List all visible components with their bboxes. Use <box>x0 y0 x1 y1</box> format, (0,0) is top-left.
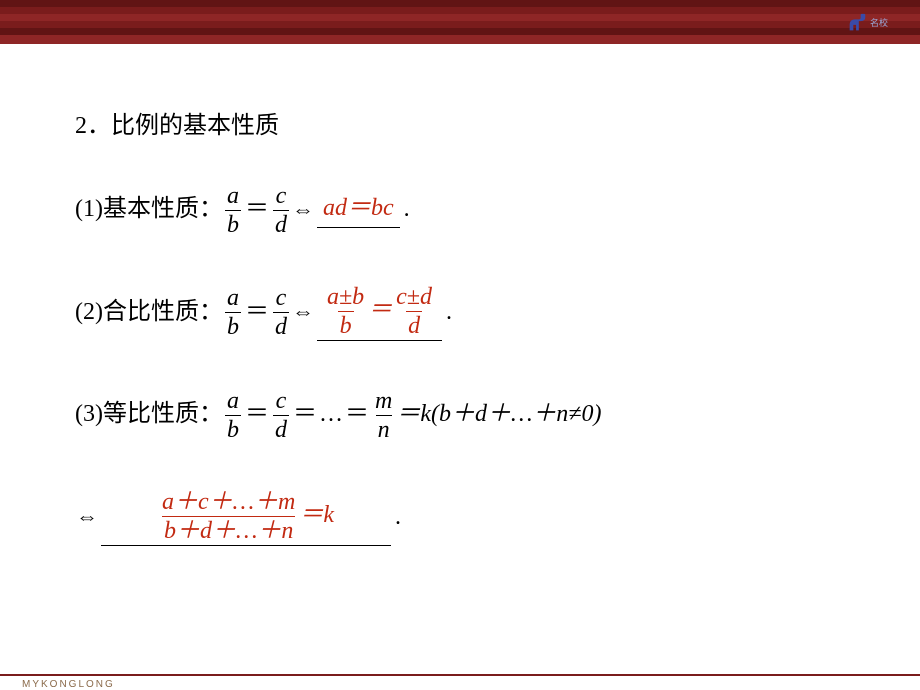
equals-sign: ＝ <box>245 193 269 227</box>
fraction: c d <box>273 389 289 442</box>
item-label: 基本性质： <box>103 193 223 227</box>
fraction-den: b <box>225 415 241 442</box>
band-row <box>0 7 920 14</box>
fraction-den: d <box>273 312 289 339</box>
footer-text: MYKONGLONG <box>22 679 115 690</box>
period: . <box>404 193 410 227</box>
fraction-den: d <box>273 415 289 442</box>
header-band <box>0 0 920 44</box>
heading-number: 2． <box>75 110 111 144</box>
section-heading: 2． 比例的基本性质 <box>75 110 855 144</box>
band-row <box>0 28 920 35</box>
item-label: 等比性质： <box>103 398 223 432</box>
band-row <box>0 14 920 21</box>
fraction-num: m <box>373 389 394 415</box>
fraction-num: a±b <box>325 285 366 311</box>
fraction-num: c±d <box>394 285 434 311</box>
logo-text: 名校 <box>870 19 888 28</box>
item-index: (3) <box>75 398 103 432</box>
equals-sign: ＝ <box>368 294 392 328</box>
answer-tail: ＝k <box>299 499 334 533</box>
equals-sign: ＝ <box>245 398 269 432</box>
fraction-num: a＋c＋…＋m <box>160 490 297 516</box>
fraction-den: b <box>225 312 241 339</box>
period: . <box>395 501 401 535</box>
fraction-den: b <box>338 311 354 338</box>
fraction-den: b＋d＋…＋n <box>162 516 295 543</box>
answer-blank: a±b b ＝ c±d d <box>317 285 442 341</box>
slide: 名校 2． 比例的基本性质 (1) 基本性质： a b ＝ c d ⇔ ad＝b… <box>0 0 920 690</box>
item-index: (1) <box>75 193 103 227</box>
fraction: c d <box>273 286 289 339</box>
answer-fraction: a±b b <box>325 285 366 338</box>
iff-symbol: ⇔ <box>292 195 314 226</box>
content-area: 2． 比例的基本性质 (1) 基本性质： a b ＝ c d ⇔ ad＝bc .… <box>75 110 855 594</box>
period: . <box>446 296 452 330</box>
heading-title: 比例的基本性质 <box>111 110 279 144</box>
answer-fraction: a＋c＋…＋m b＋d＋…＋n <box>160 490 297 543</box>
fraction-num: a <box>225 389 241 415</box>
equals-sign: ＝ <box>245 296 269 330</box>
iff-symbol: ⇔ <box>292 297 314 328</box>
corner-logo: 名校 <box>832 6 902 40</box>
band-row <box>0 0 920 7</box>
chain-tail: ＝k(b＋d＋…＋n≠0) <box>396 398 601 432</box>
fraction: m n <box>373 389 394 442</box>
equals-sign: ＝ <box>345 398 369 432</box>
fraction: a b <box>225 184 241 237</box>
answer-blank: a＋c＋…＋m b＋d＋…＋n ＝k <box>101 490 391 546</box>
fraction-den: n <box>376 415 392 442</box>
fraction-num: a <box>225 286 241 312</box>
fraction-den: b <box>225 210 241 237</box>
iff-symbol: ⇔ <box>76 502 98 533</box>
item-index: (2) <box>75 296 103 330</box>
item-label: 合比性质： <box>103 296 223 330</box>
dinosaur-icon <box>846 12 868 34</box>
fraction-num: c <box>274 389 289 415</box>
answer-blank: ad＝bc <box>317 192 400 229</box>
property-row-2: (2) 合比性质： a b ＝ c d ⇔ a±b b ＝ c±d d <box>75 285 855 341</box>
property-row-3-result: ⇔ a＋c＋…＋m b＋d＋…＋n ＝k . <box>75 490 855 546</box>
property-row-1: (1) 基本性质： a b ＝ c d ⇔ ad＝bc . <box>75 184 855 237</box>
fraction-den: d <box>273 210 289 237</box>
fraction: a b <box>225 389 241 442</box>
answer-text: ad＝bc <box>323 192 394 226</box>
fraction: c d <box>273 184 289 237</box>
band-row <box>0 21 920 28</box>
equals-sign: ＝ <box>293 398 317 432</box>
answer-fraction: c±d d <box>394 285 434 338</box>
fraction-num: a <box>225 184 241 210</box>
ellipsis: … <box>319 398 343 432</box>
fraction-den: d <box>406 311 422 338</box>
footer-line <box>0 674 920 676</box>
fraction-num: c <box>274 286 289 312</box>
fraction-num: c <box>274 184 289 210</box>
property-row-3: (3) 等比性质： a b ＝ c d ＝ … ＝ m n ＝k(b＋d＋…＋n… <box>75 389 855 442</box>
band-row <box>0 35 920 44</box>
fraction: a b <box>225 286 241 339</box>
